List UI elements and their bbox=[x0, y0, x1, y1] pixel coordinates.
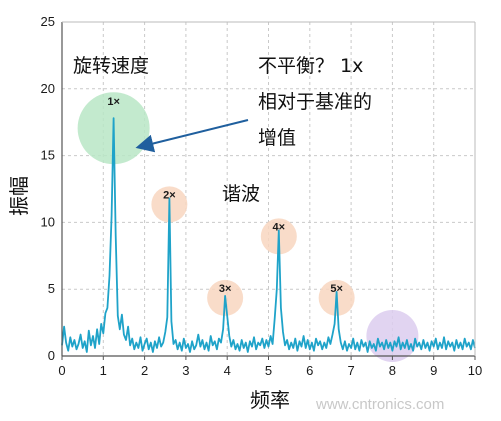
annotation-harmonics: 谐波 bbox=[222, 183, 260, 205]
x-tick-label: 5 bbox=[265, 363, 272, 378]
x-tick-label: 3 bbox=[182, 363, 189, 378]
x-axis-title: 频率 bbox=[250, 388, 290, 412]
y-tick-label: 5 bbox=[48, 281, 55, 296]
axes bbox=[61, 21, 476, 360]
y-tick-label: 20 bbox=[41, 81, 55, 96]
x-tick-label: 9 bbox=[430, 363, 437, 378]
annotation-unbalance-line2: 相对于基准的 bbox=[258, 91, 372, 113]
peak-marker-label: 1× bbox=[107, 96, 120, 108]
peak-labels: 1× 2× 3× 4× 5× bbox=[107, 96, 343, 295]
x-tick-label: 0 bbox=[58, 363, 65, 378]
x-tick-label: 4 bbox=[224, 363, 231, 378]
peak-marker-circle bbox=[366, 310, 419, 362]
spectrum-line bbox=[61, 117, 476, 353]
annotation-unbalance-line1: 不平衡？ 1x bbox=[258, 55, 363, 77]
peak-marker-label: 4× bbox=[273, 221, 286, 233]
x-tick-label: 8 bbox=[389, 363, 396, 378]
y-axis-title: 振幅 bbox=[7, 176, 31, 216]
y-tick-label: 0 bbox=[48, 348, 55, 363]
x-tick-label: 10 bbox=[468, 363, 482, 378]
peak-marker-label: 2× bbox=[163, 189, 176, 201]
annotation-arrow bbox=[135, 119, 249, 153]
watermark-text: www.cntronics.com bbox=[315, 396, 444, 413]
annotation-unbalance-line3: 增值 bbox=[258, 127, 296, 149]
annotation-rotation-speed: 旋转速度 bbox=[73, 55, 149, 77]
tick-labels: 0 5 10 15 20 25 0 1 2 3 4 5 6 7 8 9 10 bbox=[41, 14, 483, 378]
x-tick-label: 6 bbox=[306, 363, 313, 378]
x-tick-label: 2 bbox=[141, 363, 148, 378]
peak-marker-label: 5× bbox=[330, 283, 343, 295]
y-tick-label: 10 bbox=[41, 214, 55, 229]
peak-markers bbox=[77, 92, 419, 362]
x-tick-label: 1 bbox=[100, 363, 107, 378]
y-tick-label: 25 bbox=[41, 14, 55, 29]
y-tick-label: 15 bbox=[41, 148, 55, 163]
peak-marker-label: 3× bbox=[219, 283, 232, 295]
x-tick-label: 7 bbox=[347, 363, 354, 378]
